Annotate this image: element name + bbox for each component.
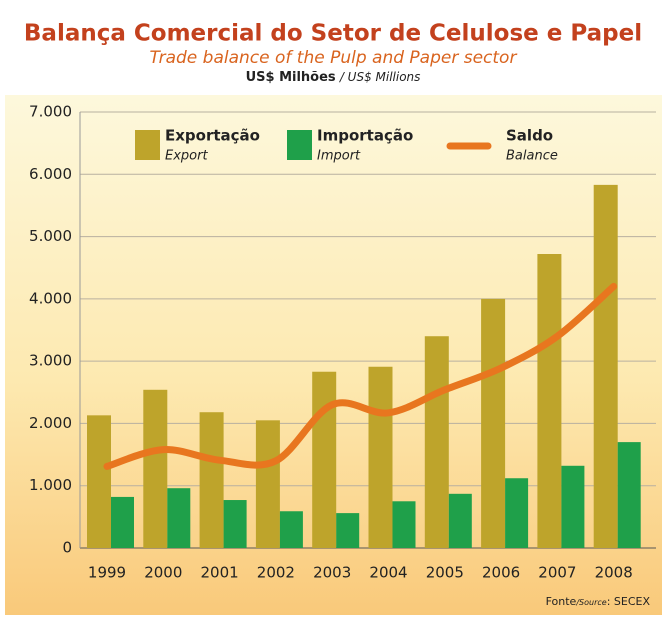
bar — [481, 298, 506, 548]
bar — [424, 336, 449, 548]
legend-label: Importação — [317, 127, 413, 145]
y-tick-label: 1.000 — [29, 476, 72, 494]
bar — [87, 415, 111, 548]
bar — [199, 412, 224, 548]
y-tick-label: 4.000 — [29, 289, 72, 307]
bar — [336, 513, 360, 548]
source-label-en: /Source — [575, 598, 606, 607]
unit-label: US$ Milhões / US$ Millions — [246, 70, 421, 85]
bar — [561, 465, 585, 548]
bar — [111, 496, 134, 548]
source: Fonte/Source: SECEX — [546, 595, 651, 608]
y-tick-label: 3.000 — [29, 352, 72, 370]
y-tick-label: 2.000 — [29, 414, 72, 432]
chart-title: Balança Comercial do Setor de Celulose e… — [24, 21, 642, 47]
bar — [223, 500, 247, 548]
legend-label: Exportação — [165, 127, 260, 145]
legend-label-en: Balance — [506, 149, 558, 164]
bar — [617, 442, 641, 548]
source-value: : SECEX — [607, 595, 651, 608]
y-tick-label: 5.000 — [29, 227, 72, 245]
x-tick-label: 2000 — [144, 564, 182, 582]
bar — [537, 254, 562, 549]
x-tick-label: 2004 — [369, 564, 407, 582]
bar — [392, 501, 416, 548]
bar — [167, 488, 191, 548]
bar — [143, 389, 168, 548]
x-tick-label: 2007 — [538, 564, 576, 582]
x-tick-label: 2006 — [482, 564, 520, 582]
bar — [312, 371, 337, 548]
bar — [368, 366, 393, 548]
bar — [593, 184, 618, 549]
x-tick-label: 2008 — [595, 564, 633, 582]
legend-label: Saldo — [506, 127, 553, 145]
x-tick-label: 2002 — [257, 564, 295, 582]
unit: US$ Milhões — [246, 70, 336, 85]
bar — [255, 420, 280, 548]
source-label: Fonte — [546, 595, 577, 608]
legend-label-en: Export — [165, 149, 208, 164]
y-tick-label: 7.000 — [29, 103, 72, 121]
balance-line — [103, 282, 618, 470]
y-tick-label: 6.000 — [29, 165, 72, 183]
legend-swatch — [287, 130, 312, 160]
chart-subtitle: Trade balance of the Pulp and Paper sect… — [150, 48, 518, 68]
legend-swatch — [135, 130, 160, 160]
x-tick-label: 1999 — [88, 564, 126, 582]
y-tick-label: 0 — [62, 539, 72, 557]
unit-en: / US$ Millions — [339, 70, 421, 84]
x-tick-label: 2001 — [201, 564, 239, 582]
bar — [279, 511, 303, 548]
bar — [505, 478, 529, 548]
x-tick-label: 2003 — [313, 564, 351, 582]
x-tick-label: 2005 — [426, 564, 464, 582]
legend-label-en: Import — [317, 149, 361, 164]
bar — [448, 493, 472, 548]
